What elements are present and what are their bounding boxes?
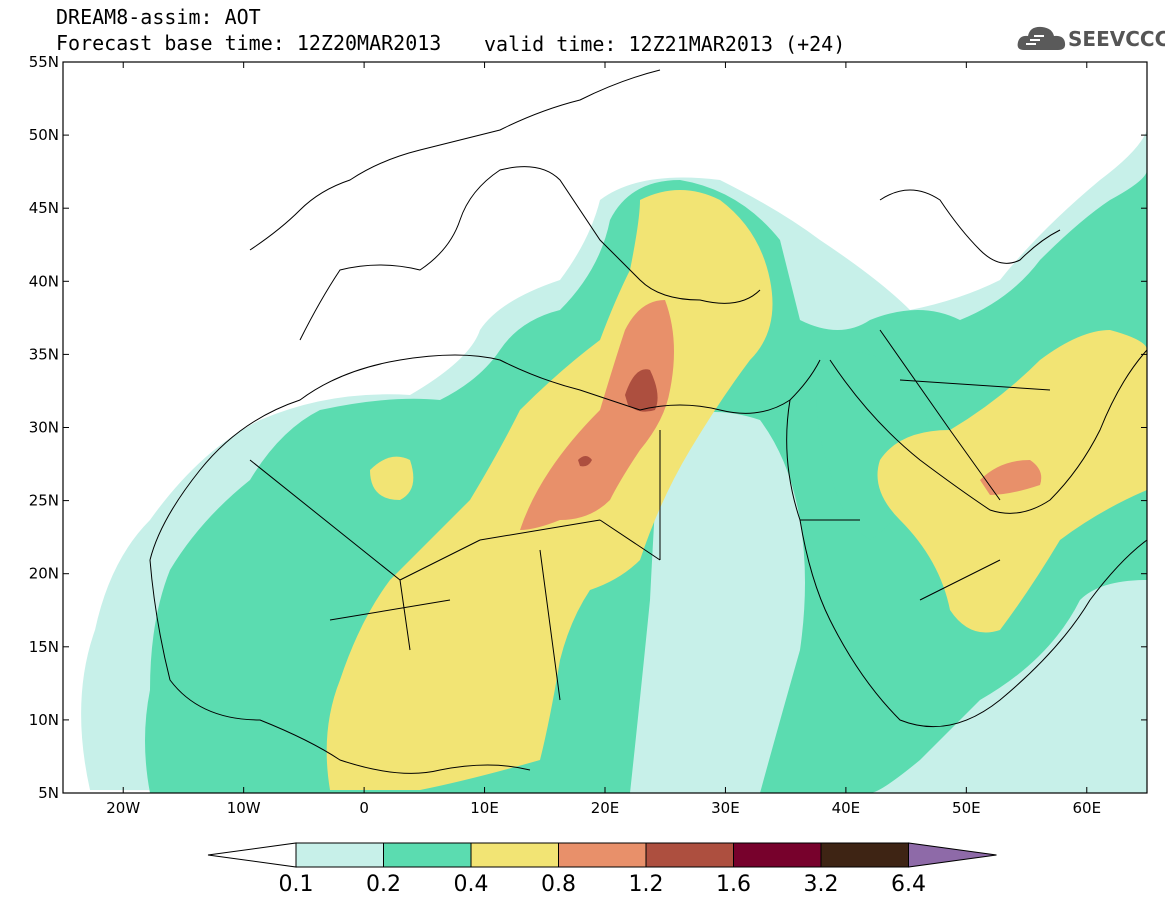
lat-tick-label: 40N [29,272,59,290]
title-line-1-text: DREAM8-assim: AOT [56,5,261,29]
lat-tick-label: 50N [29,126,59,144]
aot-band-0.8 [520,300,674,530]
lat-tick-label: 20N [29,565,59,583]
aot-contours [81,130,1147,793]
lat-tick-label: 15N [29,638,59,656]
coastlines [149,69,1147,774]
latitude-axis: 5N 10N 15N 20N 25N 30N 35N 40N 45N 50N 55N [29,53,1147,802]
aot-band-1.2-small [578,456,592,467]
longitude-axis: 20W 10W 0 10E 20E 30E 40E 50E 60E [106,62,1101,817]
aot-band-0.8-gulf [980,460,1042,495]
seevccc-logo: SEEVCCC [1016,22,1165,56]
lat-tick-label: 30N [29,419,59,437]
lon-tick-label: 50E [952,799,981,817]
lon-tick-label: 30E [711,799,740,817]
lat-tick-label: 10N [29,711,59,729]
lon-tick-label: 10W [227,799,261,817]
lon-tick-label: 20W [106,799,140,817]
lon-tick-label: 10E [470,799,499,817]
cloud-logo-icon [1017,26,1066,50]
lon-tick-label: 60E [1072,799,1101,817]
lat-tick-label: 35N [29,345,59,363]
aot-band-0.4-sahara [370,456,414,500]
aot-clear-area [630,412,805,793]
lat-tick-label: 45N [29,199,59,217]
lat-tick-label: 25N [29,492,59,510]
logo-text: SEEVCCC [1068,27,1165,51]
valid-time-label: valid time: 12Z21MAR2013 (+24) [484,32,846,56]
lat-tick-label: 5N [38,784,59,802]
base-time-label: Forecast base time: 12Z20MAR2013 [56,31,442,55]
lon-tick-label: 40E [832,799,861,817]
lat-tick-label: 55N [29,53,59,71]
lon-tick-label: 20E [591,799,620,817]
aot-band-1.2 [625,369,658,412]
lon-tick-label: 0 [359,799,369,817]
